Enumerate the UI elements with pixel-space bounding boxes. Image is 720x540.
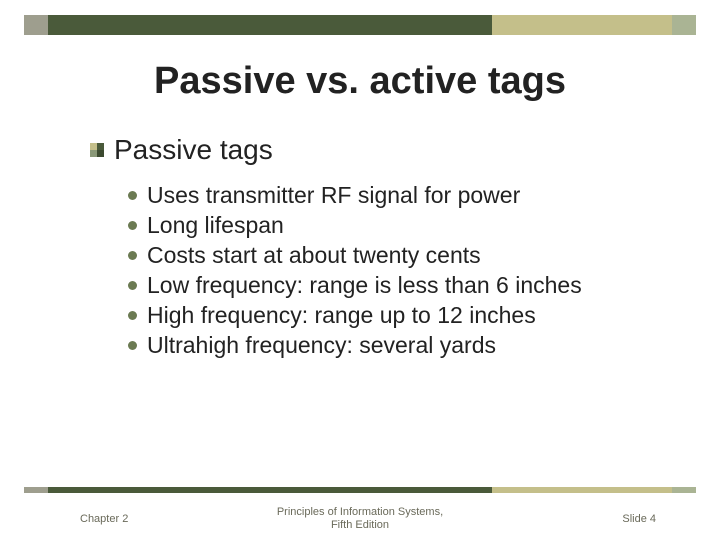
- list-item-text: Ultrahigh frequency: several yards: [147, 332, 496, 359]
- footer-book-title: Principles of Information Systems, Fifth…: [164, 506, 556, 532]
- bar-segment: [492, 487, 672, 493]
- list-item: High frequency: range up to 12 inches: [128, 302, 582, 329]
- footer-line1: Principles of Information Systems,: [277, 506, 443, 518]
- list-item-text: Low frequency: range is less than 6 inch…: [147, 272, 582, 299]
- list-item: Costs start at about twenty cents: [128, 242, 582, 269]
- bar-segment: [24, 487, 48, 493]
- bullet-dot-icon: [128, 311, 137, 320]
- bar-segment: [24, 15, 48, 35]
- bullet-dot-icon: [128, 251, 137, 260]
- section-heading-row: Passive tags: [90, 134, 273, 166]
- footer-slide-number: Slide 4: [556, 513, 696, 525]
- list-item-text: Long lifespan: [147, 212, 284, 239]
- decorative-bottom-bar: [24, 487, 696, 493]
- slide-title: Passive vs. active tags: [0, 60, 720, 103]
- quadrant-bullet-icon: [90, 143, 104, 157]
- footer-line2: Fifth Edition: [331, 519, 389, 531]
- slide-footer: Chapter 2 Principles of Information Syst…: [24, 506, 696, 532]
- bullet-dot-icon: [128, 221, 137, 230]
- bullet-list: Uses transmitter RF signal for power Lon…: [128, 182, 582, 362]
- footer-chapter: Chapter 2: [24, 513, 164, 525]
- section-heading: Passive tags: [114, 134, 273, 166]
- list-item-text: Costs start at about twenty cents: [147, 242, 481, 269]
- bar-segment: [48, 487, 492, 493]
- decorative-top-bar: [24, 15, 696, 35]
- list-item: Long lifespan: [128, 212, 582, 239]
- list-item: Uses transmitter RF signal for power: [128, 182, 582, 209]
- list-item-text: Uses transmitter RF signal for power: [147, 182, 520, 209]
- bar-segment: [48, 15, 492, 35]
- list-item-text: High frequency: range up to 12 inches: [147, 302, 536, 329]
- bar-segment: [672, 15, 696, 35]
- bullet-dot-icon: [128, 281, 137, 290]
- list-item: Ultrahigh frequency: several yards: [128, 332, 582, 359]
- bullet-dot-icon: [128, 191, 137, 200]
- bullet-dot-icon: [128, 341, 137, 350]
- bar-segment: [492, 15, 672, 35]
- bar-segment: [672, 487, 696, 493]
- list-item: Low frequency: range is less than 6 inch…: [128, 272, 582, 299]
